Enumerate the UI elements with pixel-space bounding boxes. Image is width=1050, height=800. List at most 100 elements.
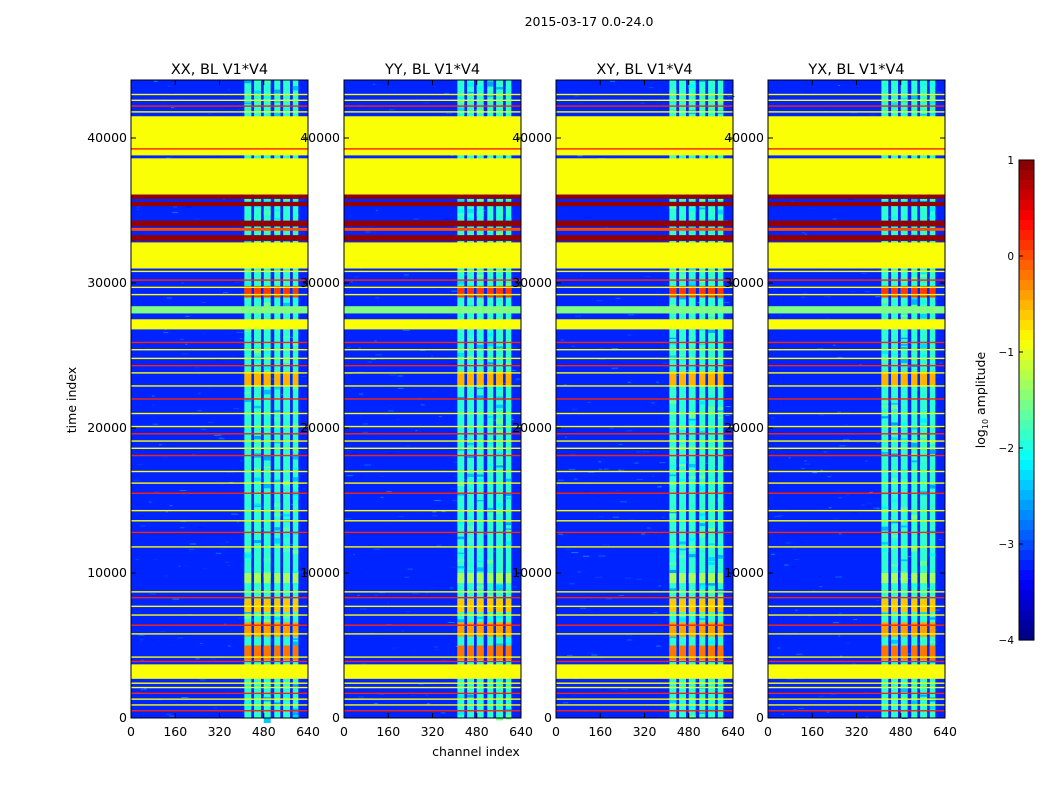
flagged-time-line [556,710,733,712]
channel-variation [505,283,512,287]
channel-variation [467,209,474,214]
noise-speck [172,598,179,600]
channel-variation [274,702,281,705]
rfi-burst [254,285,261,298]
flagged-time-line [556,293,733,296]
noise-speck [577,155,583,157]
noise-speck [462,274,468,276]
noise-speck [503,531,508,533]
noise-speck [769,498,773,500]
channel-variation [891,353,898,356]
noise-speck [798,542,804,543]
channel-variation [274,429,281,434]
rfi-burst [292,622,299,637]
noise-speck [584,217,592,219]
colorbar-segment [1019,550,1034,561]
channel-variation [717,684,724,687]
noise-speck [169,505,173,507]
channel-variation [920,561,928,566]
channel-variation [708,428,716,431]
noise-speck [778,515,783,517]
channel-variation [920,612,928,614]
channel-variation [717,498,724,502]
colorbar-segment [1019,350,1034,361]
noise-speck [463,409,469,411]
flagged-time-line [344,492,521,494]
channel-variation [244,102,252,106]
channel-variation [457,96,465,101]
channel-variation [679,521,686,523]
colorbar-segment [1019,460,1034,471]
channel-variation [487,230,494,235]
rfi-burst [457,622,465,637]
rfi-burst [244,285,252,298]
flagged-time-band [556,201,733,207]
noise-speck [435,287,443,289]
x-tick-label: 480 [889,724,913,739]
noise-speck [171,642,176,644]
noise-speck [298,521,305,523]
flagged-time-band [556,242,733,269]
channel-variation [929,82,936,87]
rfi-burst [496,599,504,613]
colorbar-frame [1018,159,1035,641]
channel-variation [263,684,271,687]
flagged-time-line [768,531,945,534]
channel-variation [274,217,281,220]
noise-speck [558,209,565,211]
channel-variation [283,543,291,547]
rfi-burst [283,285,291,298]
noise-speck [833,622,839,624]
channel-variation [920,464,928,469]
channel-variation [891,639,898,644]
noise-speck [493,434,497,436]
flagged-time-line [131,270,308,273]
noise-speck [838,533,842,535]
noise-speck [370,359,376,360]
colorbar-segment [1019,530,1034,541]
y-tick-label: 20000 [87,420,127,435]
channel-variation [900,347,908,350]
noise-speck [364,568,369,570]
noise-speck [214,434,222,436]
noise-speck [612,516,619,518]
flagged-time-band [556,158,733,195]
rfi-burst [881,371,889,386]
colorbar-segment [1019,390,1034,401]
x-tick-label: 640 [509,724,533,739]
colorbar-segment [1019,450,1034,461]
rfi-burst [929,371,936,386]
noise-speck [790,200,796,202]
flagged-time-line [131,470,308,473]
channel-variation [669,419,677,422]
noise-speck [218,438,225,440]
noise-speck [454,476,458,477]
channel-variation [244,281,252,285]
colorbar-segment [1019,610,1034,621]
noise-speck [169,715,175,717]
noise-speck [181,282,184,284]
noise-speck [513,586,516,588]
noise-speck [180,527,185,529]
flagged-time-line [768,433,945,435]
channel-variation [254,444,261,448]
colorbar-segment [1019,540,1034,551]
noise-speck [195,658,200,660]
noise-speck [364,464,371,466]
noise-speck [465,438,468,440]
noise-speck [558,533,563,535]
noise-speck [797,336,801,338]
rfi-burst [505,645,512,660]
channel-variation [717,700,724,704]
noise-speck [213,707,217,709]
channel-variation [891,474,898,477]
rfi-burst [244,371,252,386]
rfi-burst [505,622,512,637]
rfi-burst [717,573,724,584]
flagged-time-band [344,148,521,150]
noise-speck [587,402,592,403]
noise-speck [595,576,602,578]
flagged-time-band [556,220,733,227]
noise-speck [418,512,424,514]
channel-variation [496,512,504,514]
